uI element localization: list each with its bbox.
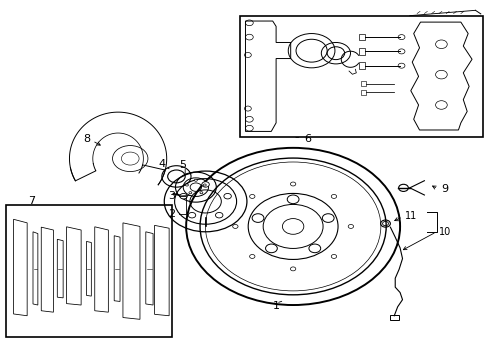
Circle shape <box>188 192 191 194</box>
Text: 9: 9 <box>440 184 447 194</box>
Text: 6: 6 <box>304 134 310 144</box>
Circle shape <box>322 214 333 222</box>
Text: 5: 5 <box>179 159 186 170</box>
Text: 11: 11 <box>404 211 416 221</box>
Circle shape <box>347 225 353 228</box>
Text: 3: 3 <box>168 191 175 201</box>
Circle shape <box>200 192 203 194</box>
Circle shape <box>203 184 206 186</box>
Text: 4: 4 <box>158 159 165 169</box>
Circle shape <box>308 244 320 253</box>
Text: 7: 7 <box>28 196 35 206</box>
Circle shape <box>249 194 254 198</box>
Text: 2: 2 <box>168 209 175 219</box>
Circle shape <box>249 255 254 258</box>
Bar <box>358 63 365 69</box>
Circle shape <box>202 182 209 187</box>
Text: 10: 10 <box>438 227 450 237</box>
Circle shape <box>224 193 231 199</box>
Bar <box>6 205 171 337</box>
Bar <box>389 315 398 320</box>
Bar <box>361 90 366 95</box>
Bar <box>358 48 365 55</box>
Text: 8: 8 <box>83 134 90 144</box>
Circle shape <box>286 195 298 204</box>
Circle shape <box>290 182 295 186</box>
Text: 1: 1 <box>272 301 279 311</box>
Circle shape <box>194 179 197 181</box>
Circle shape <box>330 255 336 258</box>
Circle shape <box>215 212 223 218</box>
Circle shape <box>185 184 188 186</box>
Circle shape <box>290 267 295 271</box>
Circle shape <box>330 194 336 198</box>
Circle shape <box>232 225 238 228</box>
Bar <box>361 81 366 86</box>
Bar <box>358 34 365 40</box>
Circle shape <box>188 212 195 218</box>
Circle shape <box>265 244 277 253</box>
Circle shape <box>252 214 264 222</box>
Circle shape <box>180 193 187 199</box>
Bar <box>239 16 482 137</box>
